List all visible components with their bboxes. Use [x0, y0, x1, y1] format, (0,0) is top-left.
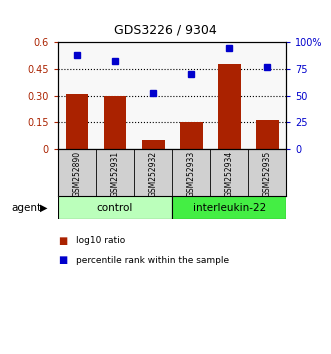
Text: percentile rank within the sample: percentile rank within the sample	[76, 256, 229, 265]
Text: GSM252935: GSM252935	[263, 151, 272, 197]
Bar	[58, 196, 172, 219]
Text: GSM252933: GSM252933	[187, 151, 196, 197]
Text: ■: ■	[58, 236, 67, 246]
Text: ■: ■	[58, 255, 67, 265]
Bar	[172, 196, 286, 219]
Bar	[66, 94, 88, 149]
Text: control: control	[97, 203, 133, 213]
Bar	[104, 96, 126, 149]
Bar	[142, 140, 165, 149]
Text: GSM252932: GSM252932	[149, 151, 158, 197]
Text: GDS3226 / 9304: GDS3226 / 9304	[114, 23, 217, 36]
Bar	[218, 64, 241, 149]
Text: agent: agent	[12, 203, 42, 213]
Text: GSM252934: GSM252934	[225, 151, 234, 197]
Text: interleukin-22: interleukin-22	[193, 203, 266, 213]
Bar	[256, 120, 279, 149]
Text: log10 ratio: log10 ratio	[76, 236, 125, 245]
Text: ▶: ▶	[40, 203, 47, 213]
Bar	[180, 122, 203, 149]
Text: GSM252931: GSM252931	[111, 151, 119, 197]
Text: GSM252890: GSM252890	[72, 151, 81, 197]
